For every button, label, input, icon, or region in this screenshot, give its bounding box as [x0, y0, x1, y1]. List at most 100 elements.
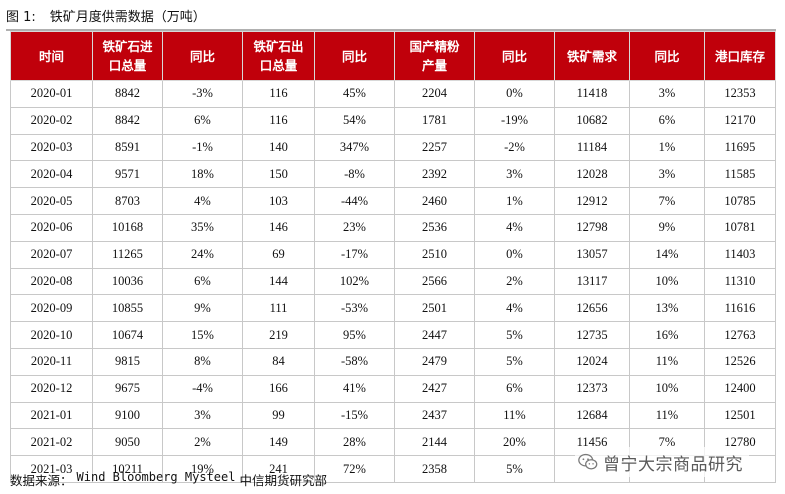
table-cell: 6% [474, 374, 555, 403]
row-date-cell: 2020-08 [10, 267, 93, 296]
table-cell: 103 [242, 187, 315, 215]
figure-title: 铁矿月度供需数据（万吨） [49, 9, 206, 25]
table-cell: 9675 [92, 374, 163, 403]
table-cell: 2460 [394, 187, 475, 215]
table-cell: 6% [162, 267, 243, 296]
column-header-line: 国产精粉 [409, 39, 460, 54]
table-cell: 11585 [704, 160, 776, 189]
table-cell: 19% [162, 455, 243, 483]
table-cell: 0% [474, 80, 555, 108]
table-cell: -17% [314, 240, 395, 269]
row-date-cell: 2020-02 [10, 106, 93, 135]
table-row: 2020-09 10855 9% 111 -53% 2501 4% 12656 13% 11616 [10, 294, 776, 323]
table-cell: 11695 [704, 133, 776, 162]
table-body: 2020-01 8842 -3% 116 45% 2204 0% 11418 3% 12353 20… [10, 80, 776, 483]
table-cell: 241 [242, 455, 315, 483]
table-cell: 146 [242, 213, 315, 242]
column-header: 铁矿需求 [554, 31, 630, 81]
table-cell: 5% [474, 347, 555, 376]
table-cell: 8% [162, 347, 243, 376]
table-row: 2020-10 10674 15% 219 95% 2447 5% 12735 16% 12763 [10, 321, 776, 349]
table-cell: 16% [629, 321, 705, 349]
table-cell: 2566 [394, 267, 475, 296]
table-cell: 12912 [554, 187, 630, 215]
column-header: 同比 [629, 31, 705, 81]
table-cell: -3% [162, 80, 243, 108]
table-cell: 9050 [92, 428, 163, 457]
title-divider [6, 29, 776, 31]
table-cell: 11616 [704, 294, 776, 323]
table-cell: -2% [474, 133, 555, 162]
table-cell: 9571 [92, 160, 163, 189]
column-header: 同比 [474, 31, 555, 81]
table-cell: 10674 [92, 321, 163, 349]
table-cell: 95% [314, 321, 395, 349]
column-header-line: 铁矿需求 [566, 48, 617, 64]
iron-ore-table: 时间 铁矿石进 口总量 同比 铁矿石出 口总量 同比 国产精粉 产量 同比 铁矿需求 同比 港口库存 2… [10, 31, 776, 483]
table-cell: 144 [242, 267, 315, 296]
table-cell: 2536 [394, 213, 475, 242]
table-cell: 3% [162, 401, 243, 430]
table-cell: -53% [314, 294, 395, 323]
table-cell: 2% [162, 428, 243, 457]
table-cell: 12798 [554, 213, 630, 242]
table-cell: 10036 [92, 267, 163, 296]
column-header-line: 口总量 [259, 58, 298, 73]
table-cell: 12763 [704, 321, 776, 349]
table-cell: 84 [242, 347, 315, 376]
table-cell: 12400 [704, 374, 776, 403]
table-cell: 8842 [92, 80, 163, 108]
table-cell: 10781 [704, 213, 776, 242]
table-cell: 12170 [704, 106, 776, 135]
table-cell: -8% [314, 160, 395, 189]
table-cell: 2392 [394, 160, 475, 189]
table-row: 2020-04 9571 18% 150 -8% 2392 3% 12028 3% 11585 [10, 160, 776, 189]
table-cell: 2257 [394, 133, 475, 162]
table-row: 2020-05 8703 4% 103 -44% 2460 1% 12912 7% 10785 [10, 187, 776, 215]
table-cell: 15% [162, 321, 243, 349]
figure-title-bar: 图 1: 铁矿月度供需数据（万吨） [6, 2, 776, 28]
table-cell: 4% [474, 294, 555, 323]
table-cell: 8842 [92, 106, 163, 135]
column-header: 国产精粉 产量 [394, 31, 475, 81]
table-cell: 0% [474, 240, 555, 269]
table-cell: 1% [474, 187, 555, 215]
table-cell: 20% [474, 428, 555, 457]
column-header-line: 口总量 [108, 58, 147, 73]
table-cell: 3% [629, 80, 705, 108]
table-cell: 2437 [394, 401, 475, 430]
table-row: 2020-08 10036 6% 144 102% 2566 2% 13117 10% 11310 [10, 267, 776, 296]
table-cell: 12684 [554, 401, 630, 430]
column-header: 铁矿石进 口总量 [92, 31, 163, 81]
table-cell: 2510 [394, 240, 475, 269]
table-row: 2020-01 8842 -3% 116 45% 2204 0% 11418 3% 12353 [10, 80, 776, 108]
table-cell: 99 [242, 401, 315, 430]
table-cell: 347% [314, 133, 395, 162]
table-cell: 10168 [92, 213, 163, 242]
table-cell: 1% [629, 133, 705, 162]
row-date-cell: 2020-04 [10, 160, 93, 189]
table-row: 2020-11 9815 8% 84 -58% 2479 5% 12024 11% 12526 [10, 347, 776, 376]
table-cell: 3% [474, 160, 555, 189]
table-cell: 12024 [554, 347, 630, 376]
row-date-cell: 2021-02 [10, 428, 93, 457]
wechat-icon [578, 453, 598, 470]
table-cell: 9% [629, 213, 705, 242]
table-cell: 13117 [554, 267, 630, 296]
row-date-cell: 2021-01 [10, 401, 93, 430]
source-providers: Wind Bloomberg Mysteel [76, 470, 236, 484]
table-cell: 12735 [554, 321, 630, 349]
row-date-cell: 2020-06 [10, 213, 93, 242]
table-cell: -1% [162, 133, 243, 162]
row-date-cell: 2020-11 [10, 347, 93, 376]
table-cell: 10211 [92, 455, 163, 483]
source-label: 数据来源： [10, 473, 73, 488]
table-cell: 2447 [394, 321, 475, 349]
table-cell: 6% [629, 106, 705, 135]
figure-label: 图 1: [6, 9, 36, 25]
table-cell: 12526 [704, 347, 776, 376]
row-date-cell: 2020-03 [10, 133, 93, 162]
column-header-line: 时间 [38, 48, 64, 64]
table-cell: 2144 [394, 428, 475, 457]
watermark: 曾宁大宗商品研究 [575, 447, 749, 477]
